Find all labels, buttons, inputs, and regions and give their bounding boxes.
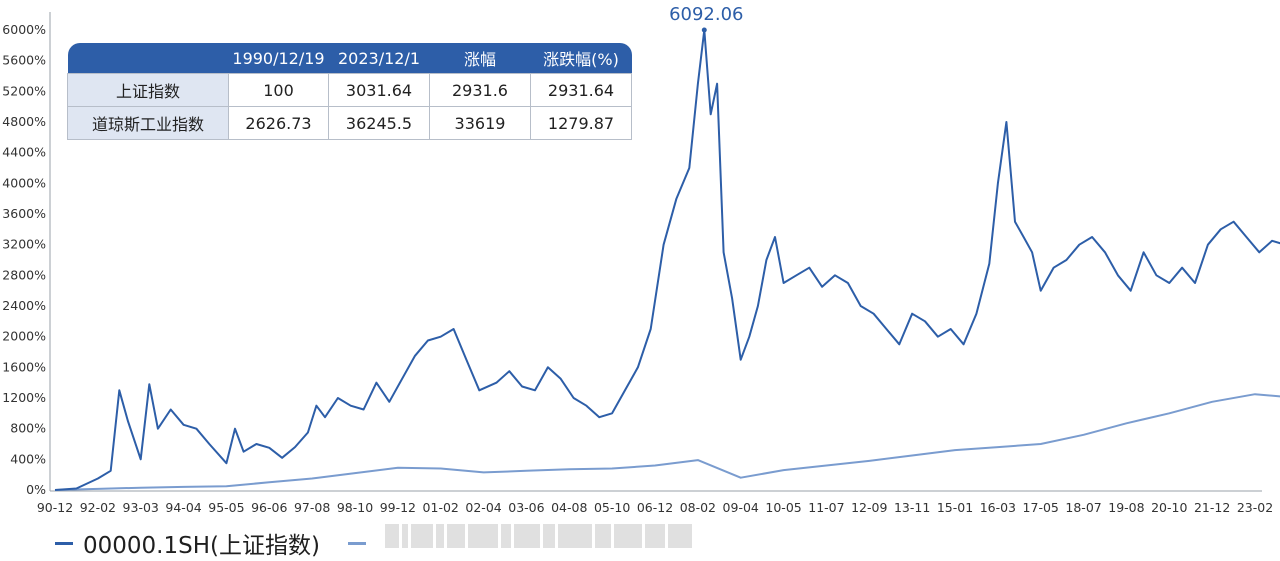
y-tick-label: 1200% xyxy=(2,390,46,405)
x-tick-label: 92-02 xyxy=(80,500,116,515)
y-tick-label: 4400% xyxy=(2,145,46,160)
y-tick-label: 3200% xyxy=(2,237,46,252)
x-tick-label: 11-07 xyxy=(808,500,844,515)
y-axis: 0% 400% 800% 1200% 1600% 2000% 2400% 2800% 3200%… xyxy=(2,22,46,497)
y-tick-label: 400% xyxy=(10,451,46,466)
y-tick-label: 1600% xyxy=(2,359,46,374)
peak-marker xyxy=(701,27,707,33)
x-tick-label: 19-08 xyxy=(1108,500,1144,515)
table-cell: 36245.5 xyxy=(328,106,430,140)
y-tick-label: 4000% xyxy=(2,175,46,190)
legend-label-obscured xyxy=(385,524,692,548)
y-tick-label: 4800% xyxy=(2,114,46,129)
table-cell: 2931.64 xyxy=(530,73,632,107)
x-tick-label: 17-05 xyxy=(1023,500,1059,515)
table-cell: 1279.87 xyxy=(530,106,632,140)
x-tick-label: 12-09 xyxy=(851,500,887,515)
table-header-row: 1990/12/19 2023/12/1 涨幅 涨跌幅(%) xyxy=(67,43,632,74)
x-tick-label: 05-10 xyxy=(594,500,630,515)
table-header-change-pct: 涨跌幅(%) xyxy=(530,43,632,74)
x-tick-label: 18-07 xyxy=(1065,500,1101,515)
x-tick-label: 90-12 xyxy=(37,500,73,515)
x-axis: 90-12 92-02 93-03 94-04 95-05 96-06 97-08 98-10… xyxy=(37,12,1273,515)
table-cell: 100 xyxy=(228,73,329,107)
x-tick-label: 08-02 xyxy=(680,500,716,515)
table-cell: 33619 xyxy=(429,106,531,140)
x-tick-label: 99-12 xyxy=(380,500,416,515)
y-tick-label: 2800% xyxy=(2,267,46,282)
x-tick-label: 96-06 xyxy=(251,500,287,515)
x-tick-label: 15-01 xyxy=(937,500,973,515)
x-tick-label: 16-03 xyxy=(980,500,1016,515)
table-header-end-date: 2023/12/1 xyxy=(328,43,430,74)
x-tick-label: 13-11 xyxy=(894,500,930,515)
peak-label: 6092.06 xyxy=(669,4,743,25)
x-tick-label: 95-05 xyxy=(208,500,244,515)
x-tick-label: 10-05 xyxy=(765,500,801,515)
table-row: 上证指数 100 3031.64 2931.6 2931.64 xyxy=(67,73,632,107)
summary-table: 1990/12/19 2023/12/1 涨幅 涨跌幅(%) 上证指数 100 … xyxy=(67,43,632,140)
y-tick-label: 0% xyxy=(26,482,46,497)
legend-label-shanghai: 00000.1SH(上证指数) xyxy=(83,533,320,559)
y-tick-label: 6000% xyxy=(2,22,46,37)
table-row: 道琼斯工业指数 2626.73 36245.5 33619 1279.87 xyxy=(67,106,632,140)
legend-item-dow xyxy=(348,526,376,560)
y-tick-label: 2000% xyxy=(2,329,46,344)
y-tick-label: 5200% xyxy=(2,83,46,98)
table-row-label: 道琼斯工业指数 xyxy=(67,106,229,140)
x-tick-label: 23-02 xyxy=(1237,500,1273,515)
x-tick-label: 97-08 xyxy=(294,500,330,515)
table-cell: 2626.73 xyxy=(228,106,329,140)
legend-swatch-shanghai xyxy=(55,541,73,545)
x-tick-label: 21-12 xyxy=(1194,500,1230,515)
x-tick-label: 20-10 xyxy=(1151,500,1187,515)
table-header-start-date: 1990/12/19 xyxy=(228,43,329,74)
legend-item-shanghai: 00000.1SH(上证指数) xyxy=(55,526,320,560)
y-tick-label: 5600% xyxy=(2,53,46,68)
line-chart: 0% 400% 800% 1200% 1600% 2000% 2400% 2800% 3200%… xyxy=(2,4,1280,515)
y-tick-label: 800% xyxy=(10,421,46,436)
x-tick-label: 03-06 xyxy=(508,500,544,515)
y-tick-label: 3600% xyxy=(2,206,46,221)
x-tick-label: 93-03 xyxy=(123,500,159,515)
x-tick-label: 94-04 xyxy=(165,500,201,515)
table-header-gain: 涨幅 xyxy=(429,43,531,74)
x-tick-label: 01-02 xyxy=(423,500,459,515)
series-line xyxy=(54,393,1280,491)
y-tick-label: 2400% xyxy=(2,298,46,313)
x-tick-label: 02-04 xyxy=(465,500,501,515)
table-header-corner xyxy=(67,43,229,74)
annotation-layer: 6092.06 xyxy=(669,4,744,33)
legend-swatch-dow xyxy=(348,541,366,545)
table-cell: 2931.6 xyxy=(429,73,531,107)
x-tick-label: 09-04 xyxy=(723,500,759,515)
x-tick-label: 06-12 xyxy=(637,500,673,515)
x-tick-label: 04-08 xyxy=(551,500,587,515)
table-row-label: 上证指数 xyxy=(67,73,229,107)
table-cell: 3031.64 xyxy=(328,73,430,107)
x-tick-label: 98-10 xyxy=(337,500,373,515)
